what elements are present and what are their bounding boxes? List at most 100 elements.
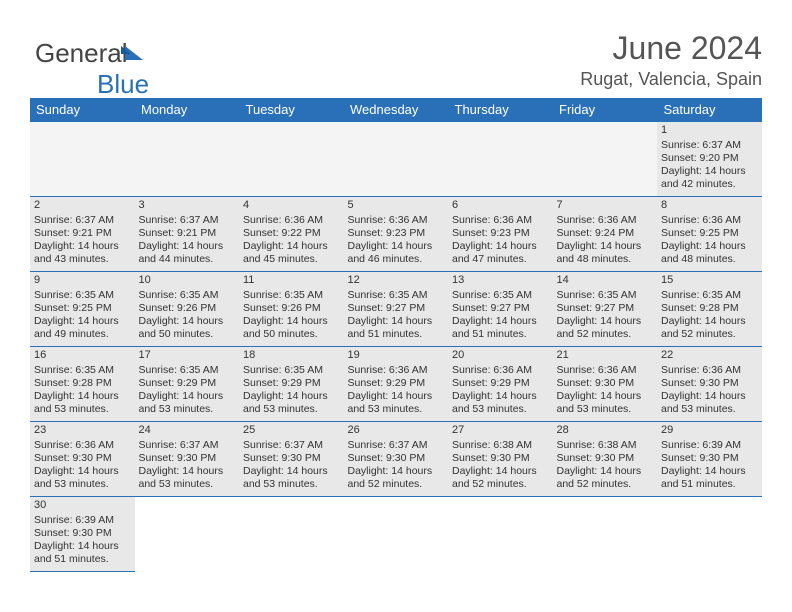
calendar-cell: 17Sunrise: 6:35 AMSunset: 9:29 PMDayligh… <box>135 347 240 422</box>
calendar-week-row: 9 Sunrise: 6:35 AM Sunset: 9:25 PM Daylight… <box>30 272 762 347</box>
day-number: 10 <box>139 274 236 288</box>
cell-daylight1: Daylight: 14 hours <box>34 540 131 553</box>
calendar-cell-empty <box>239 122 344 197</box>
calendar-cell-blank <box>448 497 553 572</box>
calendar-cell: 25Sunrise: 6:37 AMSunset: 9:30 PMDayligh… <box>239 422 344 497</box>
day-number: 2 <box>34 199 131 213</box>
cell-sunset: Sunset: 9:25 PM <box>34 302 131 315</box>
cell-daylight2: and 53 minutes. <box>348 403 445 416</box>
cell-daylight1: Daylight: 14 hours <box>243 315 340 328</box>
cell-daylight1: Daylight: 14 hours <box>348 240 445 253</box>
day-number: 12 <box>348 274 445 288</box>
day-header: Wednesday <box>344 98 449 122</box>
calendar-cell: 8Sunrise: 6:36 AMSunset: 9:25 PMDaylight… <box>657 197 762 272</box>
calendar-cell-blank <box>239 497 344 572</box>
day-number: 13 <box>452 274 549 288</box>
cell-sunset: Sunset: 9:29 PM <box>348 377 445 390</box>
cell-daylight1: Daylight: 14 hours <box>452 390 549 403</box>
calendar-table: Sunday Monday Tuesday Wednesday Thursday… <box>30 98 762 572</box>
cell-daylight1: Daylight: 14 hours <box>661 240 758 253</box>
cell-sunrise: Sunrise: 6:35 AM <box>139 364 236 377</box>
cell-sunrise: Sunrise: 6:36 AM <box>557 364 654 377</box>
cell-sunset: Sunset: 9:30 PM <box>661 452 758 465</box>
cell-sunset: Sunset: 9:30 PM <box>557 452 654 465</box>
cell-sunrise: Sunrise: 6:37 AM <box>243 439 340 452</box>
calendar-cell: 2Sunrise: 6:37 AMSunset: 9:21 PMDaylight… <box>30 197 135 272</box>
cell-sunrise: Sunrise: 6:36 AM <box>243 214 340 227</box>
cell-daylight2: and 53 minutes. <box>139 478 236 491</box>
calendar-cell: 19Sunrise: 6:36 AMSunset: 9:29 PMDayligh… <box>344 347 449 422</box>
cell-sunset: Sunset: 9:21 PM <box>139 227 236 240</box>
calendar-cell: 29Sunrise: 6:39 AMSunset: 9:30 PMDayligh… <box>657 422 762 497</box>
calendar-cell: 18Sunrise: 6:35 AMSunset: 9:29 PMDayligh… <box>239 347 344 422</box>
cell-sunset: Sunset: 9:30 PM <box>557 377 654 390</box>
calendar-cell: 13Sunrise: 6:35 AMSunset: 9:27 PMDayligh… <box>448 272 553 347</box>
cell-sunset: Sunset: 9:27 PM <box>452 302 549 315</box>
cell-daylight1: Daylight: 14 hours <box>661 465 758 478</box>
calendar-cell-empty <box>135 122 240 197</box>
day-number: 5 <box>348 199 445 213</box>
cell-sunrise: Sunrise: 6:36 AM <box>661 214 758 227</box>
cell-daylight2: and 44 minutes. <box>139 253 236 266</box>
day-number: 17 <box>139 349 236 363</box>
day-header: Thursday <box>448 98 553 122</box>
cell-sunrise: Sunrise: 6:35 AM <box>557 289 654 302</box>
cell-sunset: Sunset: 9:26 PM <box>139 302 236 315</box>
cell-daylight2: and 53 minutes. <box>661 403 758 416</box>
calendar-cell: 11Sunrise: 6:35 AMSunset: 9:26 PMDayligh… <box>239 272 344 347</box>
day-number: 20 <box>452 349 549 363</box>
cell-sunset: Sunset: 9:26 PM <box>243 302 340 315</box>
cell-sunrise: Sunrise: 6:35 AM <box>243 364 340 377</box>
calendar-cell: 20Sunrise: 6:36 AMSunset: 9:29 PMDayligh… <box>448 347 553 422</box>
day-number: 9 <box>34 274 131 288</box>
cell-sunrise: Sunrise: 6:39 AM <box>661 439 758 452</box>
cell-sunset: Sunset: 9:30 PM <box>661 377 758 390</box>
cell-sunset: Sunset: 9:29 PM <box>139 377 236 390</box>
calendar-cell: 9Sunrise: 6:35 AMSunset: 9:25 PMDaylight… <box>30 272 135 347</box>
cell-sunset: Sunset: 9:29 PM <box>452 377 549 390</box>
day-header: Monday <box>135 98 240 122</box>
calendar-cell: 4Sunrise: 6:36 AMSunset: 9:22 PMDaylight… <box>239 197 344 272</box>
calendar-week-row: 16Sunrise: 6:35 AMSunset: 9:28 PMDayligh… <box>30 347 762 422</box>
cell-daylight2: and 53 minutes. <box>34 478 131 491</box>
cell-daylight2: and 47 minutes. <box>452 253 549 266</box>
day-number: 3 <box>139 199 236 213</box>
cell-daylight1: Daylight: 14 hours <box>557 240 654 253</box>
calendar-week-row: 2Sunrise: 6:37 AMSunset: 9:21 PMDaylight… <box>30 197 762 272</box>
cell-daylight2: and 43 minutes. <box>34 253 131 266</box>
cell-daylight1: Daylight: 14 hours <box>348 390 445 403</box>
day-number: 26 <box>348 424 445 438</box>
cell-sunset: Sunset: 9:23 PM <box>348 227 445 240</box>
cell-daylight1: Daylight: 14 hours <box>243 240 340 253</box>
cell-daylight1: Daylight: 14 hours <box>452 240 549 253</box>
brand-logo: General Blue <box>35 38 149 100</box>
day-number: 28 <box>557 424 654 438</box>
cell-sunset: Sunset: 9:25 PM <box>661 227 758 240</box>
cell-sunrise: Sunrise: 6:37 AM <box>348 439 445 452</box>
cell-daylight1: Daylight: 14 hours <box>139 240 236 253</box>
cell-daylight2: and 53 minutes. <box>139 403 236 416</box>
calendar-cell: 10Sunrise: 6:35 AMSunset: 9:26 PMDayligh… <box>135 272 240 347</box>
calendar-cell: 1Sunrise: 6:37 AMSunset: 9:20 PMDaylight… <box>657 122 762 197</box>
cell-daylight2: and 49 minutes. <box>34 328 131 341</box>
calendar-cell: 15Sunrise: 6:35 AMSunset: 9:28 PMDayligh… <box>657 272 762 347</box>
cell-sunrise: Sunrise: 6:35 AM <box>661 289 758 302</box>
cell-sunrise: Sunrise: 6:39 AM <box>34 514 131 527</box>
day-number: 27 <box>452 424 549 438</box>
cell-daylight2: and 51 minutes. <box>661 478 758 491</box>
cell-daylight2: and 52 minutes. <box>452 478 549 491</box>
cell-daylight2: and 53 minutes. <box>243 403 340 416</box>
calendar-week-row: 30Sunrise: 6:39 AMSunset: 9:30 PMDayligh… <box>30 497 762 572</box>
cell-sunrise: Sunrise: 6:38 AM <box>557 439 654 452</box>
cell-sunset: Sunset: 9:30 PM <box>34 527 131 540</box>
cell-sunrise: Sunrise: 6:36 AM <box>34 439 131 452</box>
day-header: Tuesday <box>239 98 344 122</box>
calendar-cell-empty <box>448 122 553 197</box>
day-number: 19 <box>348 349 445 363</box>
cell-sunset: Sunset: 9:21 PM <box>34 227 131 240</box>
calendar-cell: 14Sunrise: 6:35 AMSunset: 9:27 PMDayligh… <box>553 272 658 347</box>
cell-sunrise: Sunrise: 6:35 AM <box>34 364 131 377</box>
calendar-cell: 3Sunrise: 6:37 AMSunset: 9:21 PMDaylight… <box>135 197 240 272</box>
cell-sunset: Sunset: 9:28 PM <box>661 302 758 315</box>
cell-sunset: Sunset: 9:27 PM <box>348 302 445 315</box>
